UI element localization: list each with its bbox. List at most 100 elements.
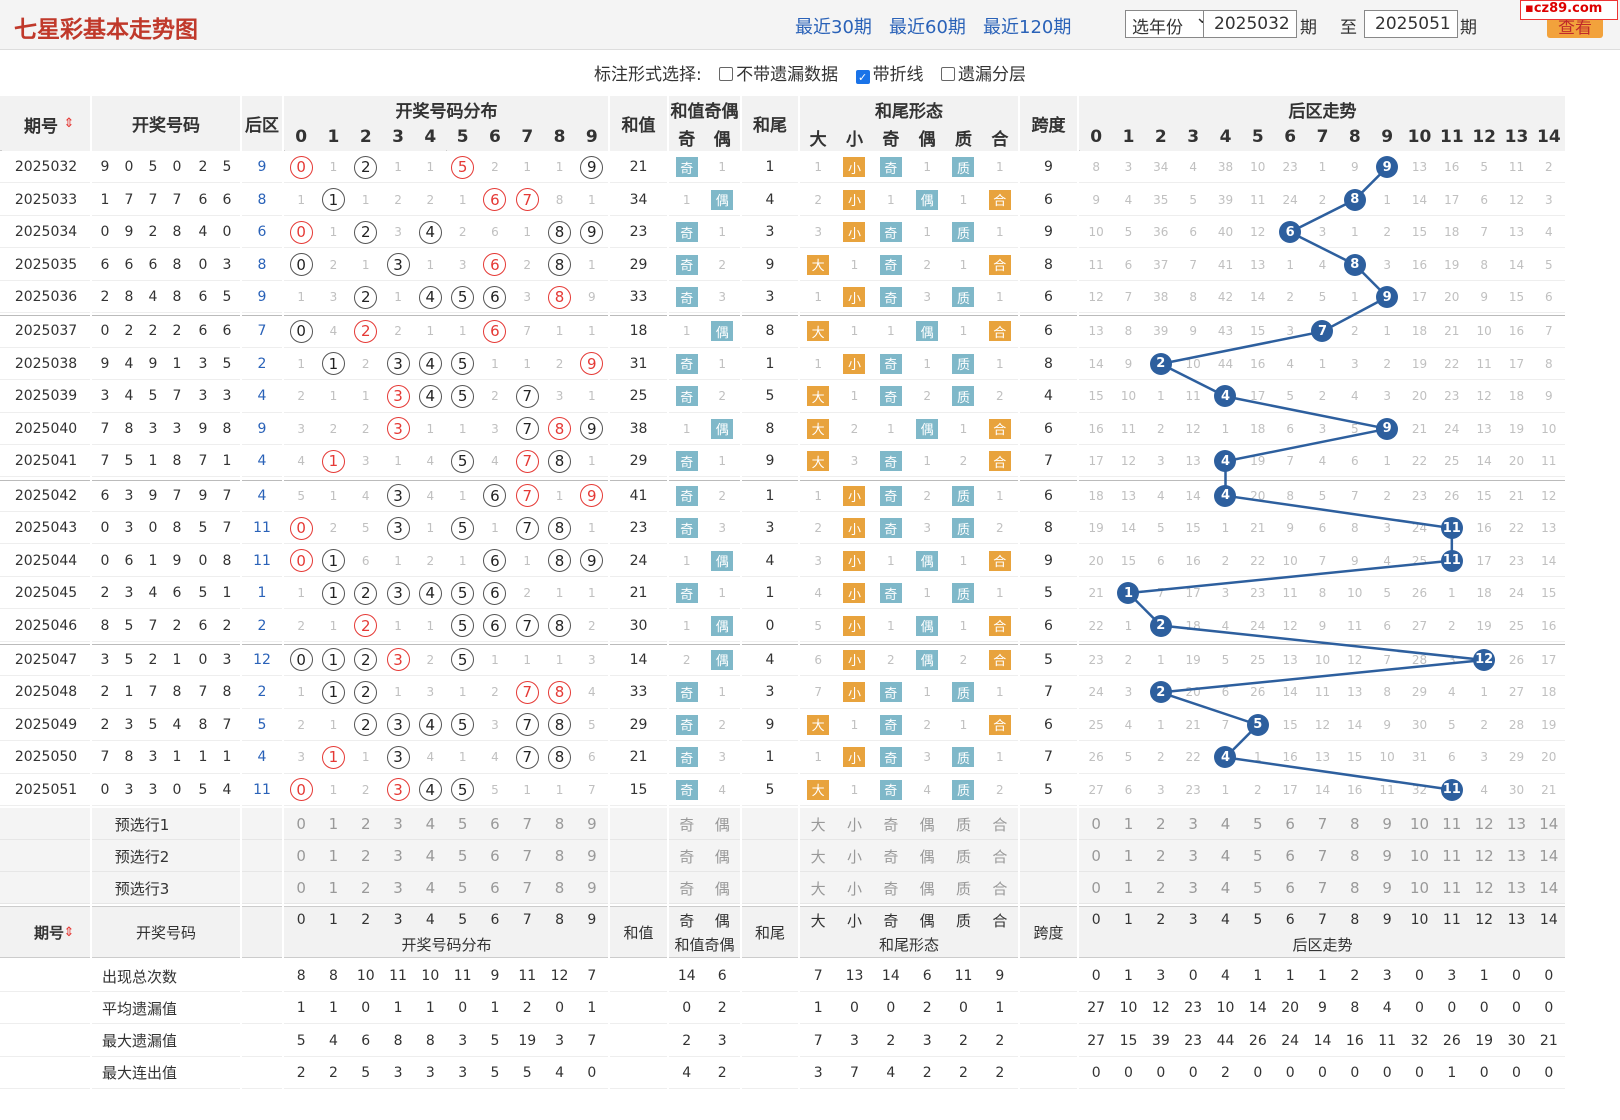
preselect-trend-7[interactable]: 7 (1317, 815, 1328, 833)
preselect-dist-9[interactable]: 9 (587, 879, 597, 897)
preselect-trend-8[interactable]: 8 (1350, 815, 1360, 833)
preselect-form-1[interactable]: 小 (846, 847, 862, 866)
preselect-dist-5[interactable]: 5 (457, 815, 468, 833)
preselect-trend-7[interactable]: 7 (1317, 879, 1328, 897)
preselect-trend-9[interactable]: 9 (1382, 879, 1392, 897)
preselect-trend-14[interactable]: 14 (1539, 879, 1559, 897)
preselect-trend-6[interactable]: 6 (1285, 879, 1295, 897)
preselect-dist-8[interactable]: 8 (554, 815, 565, 833)
preselect-trend-12[interactable]: 12 (1474, 847, 1494, 865)
recent-60-link[interactable]: 最近60期 (889, 17, 966, 38)
preselect-trend-6[interactable]: 6 (1285, 847, 1295, 865)
preselect-trend-3[interactable]: 3 (1188, 815, 1198, 833)
preselect-dist-8[interactable]: 8 (554, 879, 565, 897)
preselect-form-3[interactable]: 偶 (919, 815, 935, 834)
from-issue-input[interactable]: 2025032 (1203, 10, 1297, 38)
preselect-dist-8[interactable]: 8 (554, 847, 565, 865)
preselect-trend-5[interactable]: 5 (1253, 815, 1263, 833)
preselect-dist-2[interactable]: 2 (360, 847, 371, 865)
preselect-form-4[interactable]: 质 (955, 815, 971, 834)
preselect-trend-13[interactable]: 13 (1506, 847, 1527, 865)
preselect-dist-0[interactable]: 0 (296, 847, 306, 865)
preselect-dist-7[interactable]: 7 (522, 847, 533, 865)
preselect-dist-9[interactable]: 9 (587, 815, 597, 833)
preselect-form-1[interactable]: 小 (846, 879, 862, 898)
preselect-odd[interactable]: 奇 (679, 879, 695, 898)
preselect-form-5[interactable]: 合 (992, 815, 1008, 834)
preselect-dist-6[interactable]: 6 (490, 879, 500, 897)
preselect-dist-0[interactable]: 0 (296, 815, 306, 833)
preselect-dist-1[interactable]: 1 (328, 879, 339, 897)
preselect-trend-6[interactable]: 6 (1285, 815, 1295, 833)
preselect-trend-8[interactable]: 8 (1350, 847, 1360, 865)
preselect-trend-0[interactable]: 0 (1091, 815, 1101, 833)
preselect-trend-14[interactable]: 14 (1539, 847, 1559, 865)
preselect-form-4[interactable]: 质 (955, 847, 971, 866)
preselect-dist-6[interactable]: 6 (490, 815, 500, 833)
preselect-form-5[interactable]: 合 (992, 847, 1008, 866)
preselect-trend-0[interactable]: 0 (1091, 847, 1101, 865)
preselect-dist-3[interactable]: 3 (393, 847, 403, 865)
preselect-trend-3[interactable]: 3 (1188, 879, 1198, 897)
no-omission-checkbox[interactable] (719, 67, 734, 81)
recent-120-link[interactable]: 最近120期 (983, 17, 1072, 38)
preselect-form-0[interactable]: 大 (810, 847, 826, 866)
preselect-dist-3[interactable]: 3 (393, 815, 403, 833)
preselect-even[interactable]: 偶 (714, 879, 730, 898)
preselect-dist-4[interactable]: 4 (425, 847, 436, 865)
preselect-form-1[interactable]: 小 (846, 815, 862, 834)
preselect-trend-12[interactable]: 12 (1474, 815, 1494, 833)
preselect-dist-6[interactable]: 6 (490, 847, 500, 865)
preselect-form-3[interactable]: 偶 (919, 879, 935, 898)
preselect-form-3[interactable]: 偶 (919, 847, 935, 866)
preselect-trend-1[interactable]: 1 (1123, 847, 1134, 865)
preselect-dist-5[interactable]: 5 (457, 847, 468, 865)
preselect-trend-11[interactable]: 11 (1442, 847, 1462, 865)
preselect-dist-7[interactable]: 7 (522, 815, 533, 833)
preselect-trend-4[interactable]: 4 (1220, 815, 1231, 833)
preselect-trend-10[interactable]: 10 (1409, 879, 1430, 897)
layered-omission-checkbox[interactable] (940, 67, 955, 81)
preselect-dist-1[interactable]: 1 (328, 847, 339, 865)
preselect-dist-9[interactable]: 9 (587, 847, 597, 865)
preselect-trend-0[interactable]: 0 (1091, 879, 1101, 897)
preselect-form-0[interactable]: 大 (810, 879, 826, 898)
preselect-trend-13[interactable]: 13 (1506, 815, 1527, 833)
preselect-trend-9[interactable]: 9 (1382, 847, 1392, 865)
footer-sort-icon[interactable]: ⇕ (63, 924, 75, 940)
preselect-trend-4[interactable]: 4 (1220, 847, 1231, 865)
preselect-trend-10[interactable]: 10 (1409, 815, 1430, 833)
to-issue-input[interactable]: 2025051 (1364, 10, 1458, 38)
polyline-checkbox[interactable]: ✓ (855, 70, 870, 84)
preselect-dist-0[interactable]: 0 (296, 879, 306, 897)
preselect-trend-1[interactable]: 1 (1123, 815, 1134, 833)
preselect-dist-2[interactable]: 2 (360, 879, 371, 897)
preselect-trend-7[interactable]: 7 (1317, 847, 1328, 865)
sort-icon[interactable]: ⇕ (63, 115, 75, 131)
preselect-form-2[interactable]: 奇 (883, 879, 899, 898)
preselect-odd[interactable]: 奇 (679, 847, 695, 866)
preselect-trend-12[interactable]: 12 (1474, 879, 1494, 897)
preselect-dist-3[interactable]: 3 (393, 879, 403, 897)
recent-30-link[interactable]: 最近30期 (795, 17, 872, 38)
preselect-form-0[interactable]: 大 (810, 815, 826, 834)
preselect-dist-4[interactable]: 4 (425, 879, 436, 897)
preselect-trend-10[interactable]: 10 (1409, 847, 1430, 865)
preselect-form-2[interactable]: 奇 (883, 815, 899, 834)
preselect-trend-13[interactable]: 13 (1506, 879, 1527, 897)
preselect-trend-9[interactable]: 9 (1382, 815, 1392, 833)
preselect-odd[interactable]: 奇 (679, 815, 695, 834)
preselect-trend-11[interactable]: 11 (1442, 879, 1462, 897)
preselect-trend-1[interactable]: 1 (1123, 879, 1134, 897)
preselect-trend-11[interactable]: 11 (1442, 815, 1462, 833)
preselect-trend-2[interactable]: 2 (1156, 815, 1166, 833)
preselect-trend-2[interactable]: 2 (1156, 847, 1166, 865)
preselect-trend-8[interactable]: 8 (1350, 879, 1360, 897)
preselect-dist-4[interactable]: 4 (425, 815, 436, 833)
preselect-even[interactable]: 偶 (714, 815, 730, 834)
preselect-trend-4[interactable]: 4 (1220, 879, 1231, 897)
preselect-trend-2[interactable]: 2 (1156, 879, 1166, 897)
preselect-dist-2[interactable]: 2 (360, 815, 371, 833)
preselect-form-4[interactable]: 质 (955, 879, 971, 898)
preselect-trend-5[interactable]: 5 (1253, 879, 1263, 897)
